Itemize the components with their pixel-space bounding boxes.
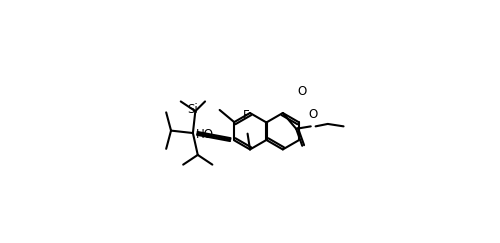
Text: F: F — [243, 109, 250, 122]
Text: O: O — [308, 108, 318, 121]
Text: Si: Si — [188, 104, 198, 116]
Text: HO: HO — [196, 128, 214, 141]
Text: O: O — [298, 85, 307, 98]
